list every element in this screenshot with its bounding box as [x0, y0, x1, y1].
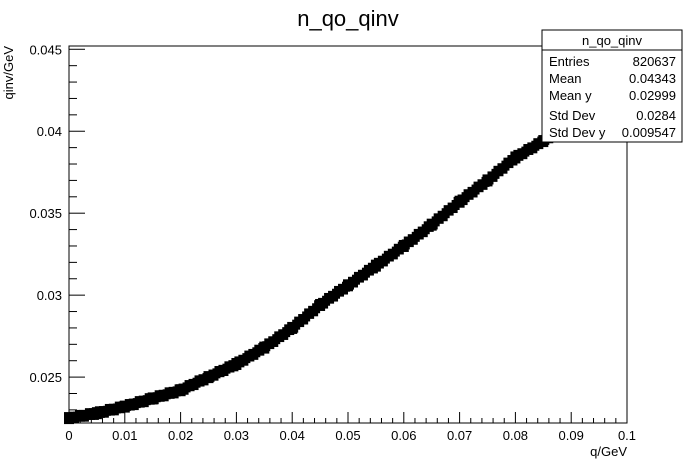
data-point	[509, 155, 518, 166]
x-tick-label: 0.04	[280, 428, 305, 443]
stats-box-title: n_qo_qinv	[582, 33, 642, 48]
stats-label-entries: Entries	[549, 54, 590, 69]
y-tick-label: 0.04	[37, 124, 62, 139]
x-tick-label: 0.05	[335, 428, 360, 443]
x-tick-label: 0.1	[618, 428, 636, 443]
data-point	[369, 263, 378, 274]
stats-label-std-dev-y: Std Dev y	[549, 125, 606, 140]
stats-value-entries: 820637	[633, 54, 676, 69]
stats-value-mean: 0.04343	[629, 71, 676, 86]
y-tick-label: 0.035	[29, 206, 62, 221]
x-tick-label: 0.03	[224, 428, 249, 443]
stats-label-std-dev: Std Dev	[549, 108, 596, 123]
y-tick-label: 0.025	[29, 370, 62, 385]
stats-value-std-dev: 0.0284	[636, 108, 676, 123]
stats-label-mean: Mean	[549, 71, 582, 86]
x-tick-label: 0.09	[559, 428, 584, 443]
stats-box: n_qo_qinv Entries 820637 Mean 0.04343 Me…	[541, 29, 683, 143]
x-tick-label: 0.07	[447, 428, 472, 443]
axis-ticks	[68, 48, 628, 423]
x-tick-labels: 0 0.01 0.02 0.03 0.04 0.05 0.06 0.07 0.08 0.09 0.1	[65, 428, 636, 443]
x-axis-label: q/GeV	[590, 444, 627, 459]
y-axis-label: qinv/GeV	[1, 46, 16, 100]
chart-title: n_qo_qinv	[297, 6, 399, 31]
stats-value-std-dev-y: 0.009547	[622, 125, 676, 140]
x-tick-label: 0.06	[391, 428, 416, 443]
stats-label-mean-y: Mean y	[549, 88, 592, 103]
y-tick-label: 0.045	[29, 42, 62, 57]
stats-value-mean-y: 0.02999	[629, 88, 676, 103]
x-tick-label: 0	[65, 428, 72, 443]
x-tick-label: 0.02	[168, 428, 193, 443]
y-tick-labels: 0.025 0.03 0.035 0.04 0.045	[29, 42, 62, 385]
x-tick-label: 0.08	[503, 428, 528, 443]
x-tick-label: 0.01	[112, 428, 137, 443]
y-tick-label: 0.03	[37, 288, 62, 303]
